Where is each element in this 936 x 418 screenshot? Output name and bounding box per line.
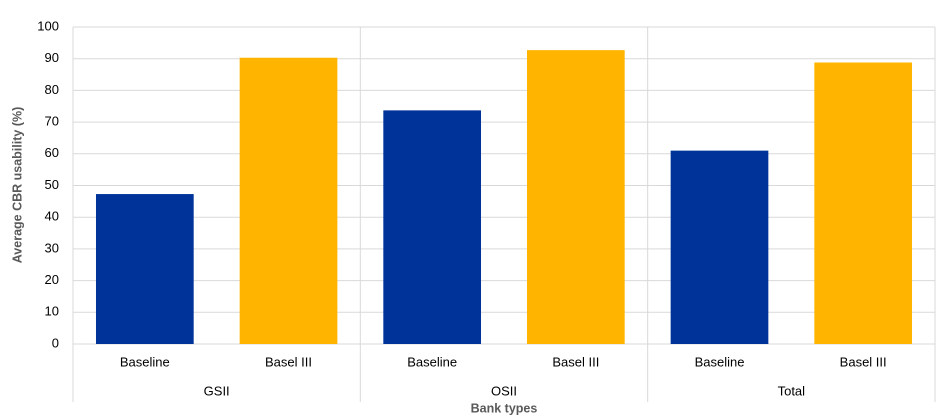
y-tick-label: 100 — [37, 18, 59, 33]
x-tick-label: Basel III — [840, 354, 887, 369]
x-axis-title: Bank types — [471, 401, 538, 415]
y-tick-label: 80 — [45, 82, 59, 97]
bar — [670, 150, 769, 344]
y-tick-label: 90 — [45, 50, 59, 65]
y-tick-label: 40 — [45, 209, 59, 224]
y-tick-label: 60 — [45, 145, 59, 160]
x-tick-label: Baseline — [120, 354, 170, 369]
y-tick-label: 20 — [45, 272, 59, 287]
bar — [95, 194, 194, 344]
group-label: OSII — [491, 383, 517, 398]
y-tick-label: 70 — [45, 114, 59, 129]
x-tick-label: Baseline — [695, 354, 745, 369]
y-tick-label: 10 — [45, 304, 59, 319]
y-tick-label: 50 — [45, 177, 59, 192]
y-axis-title: Average CBR usability (%) — [10, 107, 24, 264]
group-label: GSII — [204, 383, 230, 398]
y-tick-label: 30 — [45, 240, 59, 255]
x-tick-label: Baseline — [407, 354, 457, 369]
group-label: Total — [778, 383, 806, 398]
bar — [239, 57, 338, 345]
x-tick-label: Basel III — [552, 354, 599, 369]
bar — [383, 110, 482, 344]
bar — [526, 50, 625, 345]
y-tick-label: 0 — [52, 335, 59, 350]
bar — [814, 62, 913, 345]
x-tick-label: Basel III — [265, 354, 312, 369]
